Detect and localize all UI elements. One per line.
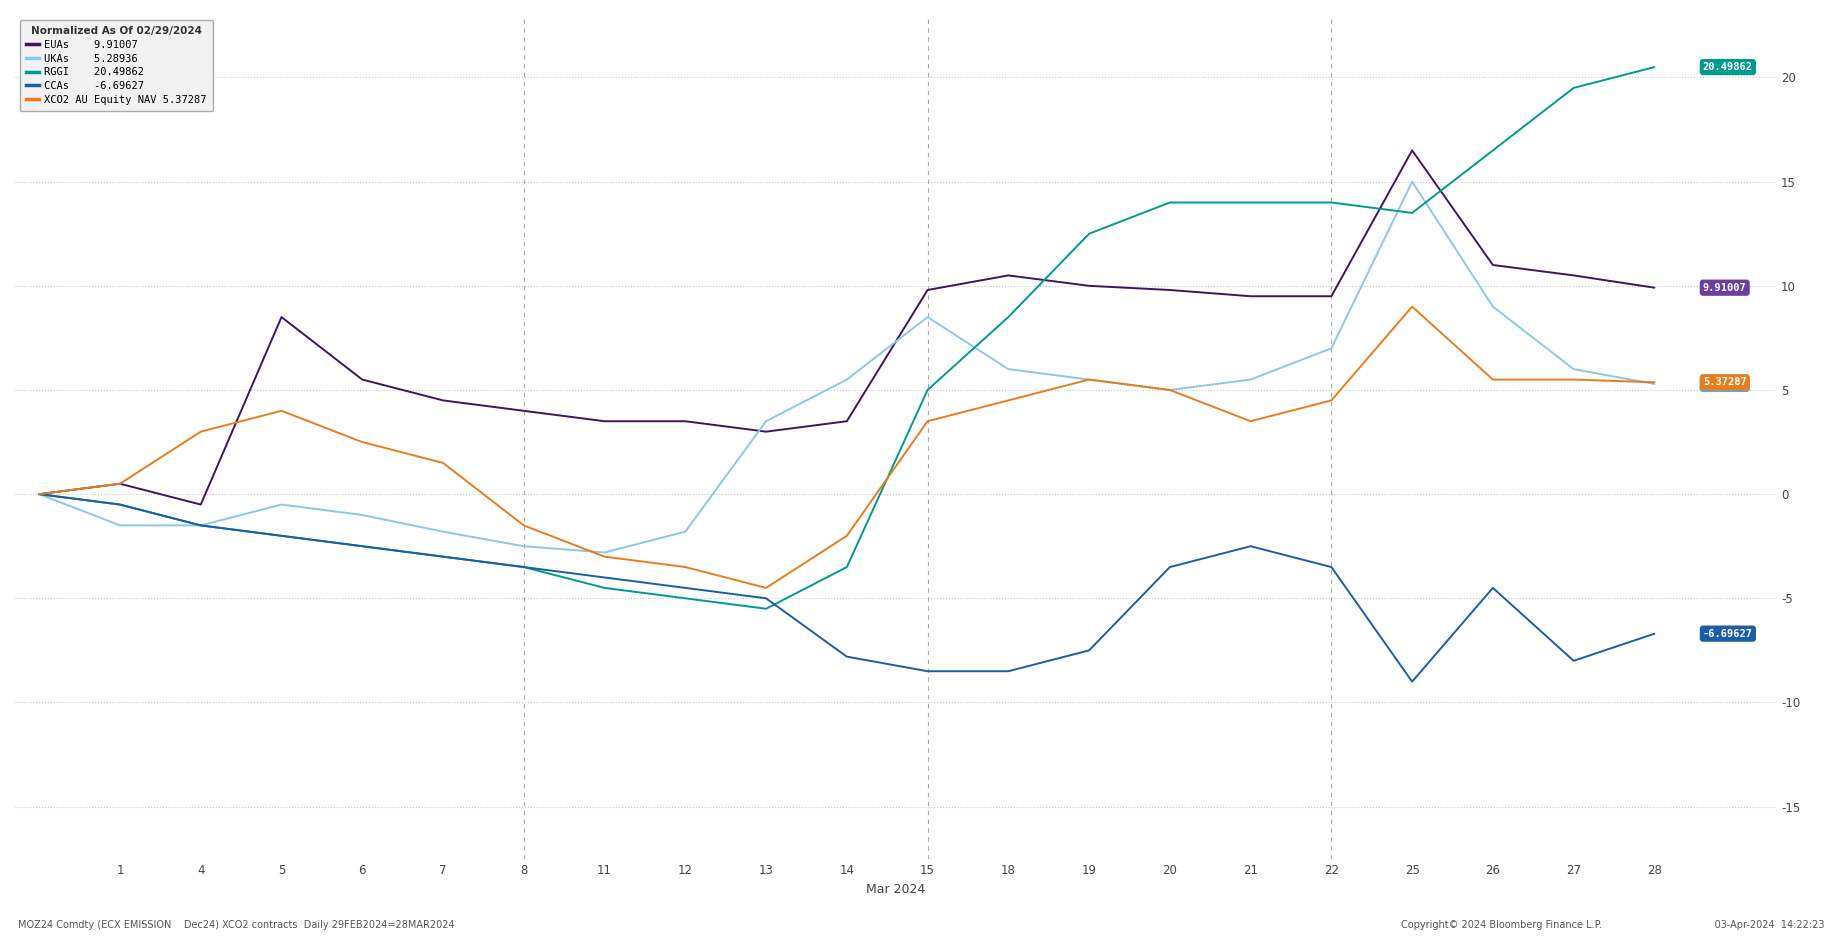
Text: 5.37287: 5.37287 [1703,377,1747,387]
Text: Copyright© 2024 Bloomberg Finance L.P.                                    03-Apr: Copyright© 2024 Bloomberg Finance L.P. 0… [1401,919,1825,930]
Text: 20.49862: 20.49862 [1703,62,1753,72]
X-axis label: Mar 2024: Mar 2024 [866,883,925,896]
Text: 5.28936: 5.28936 [1703,379,1747,389]
Legend: EUAs    9.91007, UKAs    5.28936, RGGI    20.49862, CCAs    -6.69627, XCO2 AU Eq: EUAs 9.91007, UKAs 5.28936, RGGI 20.4986… [20,21,214,111]
Text: -6.69627: -6.69627 [1703,628,1753,639]
Text: MOZ24 Comdty (ECX EMISSION    Dec24) XCO2 contracts  Daily 29FEB2024=28MAR2024: MOZ24 Comdty (ECX EMISSION Dec24) XCO2 c… [18,919,455,930]
Text: 9.91007: 9.91007 [1703,283,1747,293]
